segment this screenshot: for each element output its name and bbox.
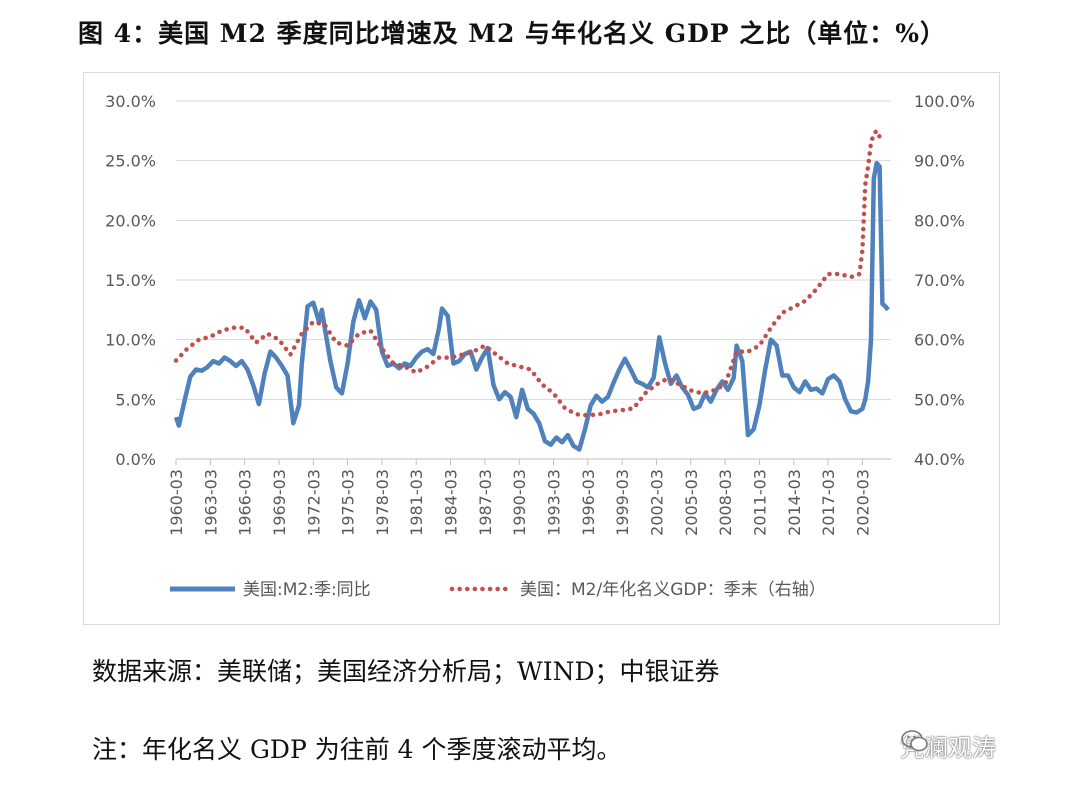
x-tick-label: 1987-03	[476, 469, 495, 536]
legend-label-m2-yoy: 美国:M2:季:同比	[243, 580, 371, 600]
watermark: 凭澜观涛	[900, 728, 996, 763]
page-title: 图 4：美国 M2 季度同比增速及 M2 与年化名义 GDP 之比（单位：%）	[78, 19, 947, 48]
y-right-tick-label: 60.0%	[914, 331, 965, 350]
y-right-tick-label: 100.0%	[914, 92, 975, 111]
series-line-m2-yoy	[173, 160, 890, 452]
x-tick-label: 2017-03	[819, 469, 838, 536]
y-right-tick-label: 90.0%	[914, 152, 965, 171]
x-tick-label: 1960-03	[167, 469, 186, 536]
x-tick-label: 1996-03	[579, 469, 598, 536]
x-tick-label: 1999-03	[613, 469, 632, 536]
right-axis-ticks: 40.0% 50.0% 60.0% 70.0% 80.0% 90.0% 100.0%	[914, 92, 975, 469]
chart-note: 注：年化名义 GDP 为往前 4 个季度滚动平均。	[92, 735, 622, 764]
x-tick-label: 2008-03	[716, 469, 735, 536]
chart-svg: 0.0% 5.0% 10.0% 15.0% 20.0% 25.0% 30.0% 40.0% 5…	[105, 92, 975, 600]
y-left-tick-label: 20.0%	[105, 211, 156, 230]
y-right-tick-label: 80.0%	[914, 211, 965, 230]
x-tick-label: 1990-03	[510, 469, 529, 536]
y-left-tick-label: 10.0%	[105, 331, 156, 350]
x-tick-label: 1984-03	[442, 469, 461, 536]
y-right-tick-label: 50.0%	[914, 390, 965, 409]
y-right-tick-label: 40.0%	[914, 450, 965, 469]
x-tick-label: 2005-03	[682, 469, 701, 536]
y-left-tick-label: 15.0%	[105, 271, 156, 290]
data-source: 数据来源：美联储；美国经济分析局；WIND；中银证券	[92, 657, 720, 686]
x-tick-label: 1993-03	[545, 469, 564, 536]
left-axis-ticks: 0.0% 5.0% 10.0% 15.0% 20.0% 25.0% 30.0%	[105, 92, 156, 469]
y-right-tick-label: 70.0%	[914, 271, 965, 290]
x-tick-label: 2020-03	[853, 469, 872, 536]
x-tick-label: 1963-03	[201, 469, 220, 536]
x-tick-label: 1969-03	[270, 469, 289, 536]
series-line-m2-gdp	[173, 126, 882, 418]
x-tick-label: 1978-03	[373, 469, 392, 536]
y-left-tick-label: 30.0%	[105, 92, 156, 111]
x-tick-label: 1972-03	[304, 469, 323, 536]
wechat-icon	[901, 730, 928, 752]
chart-grid	[176, 100, 891, 400]
x-tick-label: 1966-03	[236, 469, 255, 536]
y-left-tick-label: 25.0%	[105, 152, 156, 171]
y-left-tick-label: 0.0%	[115, 450, 156, 469]
x-tick-label: 1975-03	[339, 469, 358, 536]
x-axis: 1960-03 1963-03 1966-03 1969-03 1972-03 1975-…	[167, 458, 891, 536]
chart-series	[173, 126, 890, 452]
y-left-tick-label: 5.0%	[115, 390, 156, 409]
legend-label-m2-gdp: 美国：M2/年化名义GDP：季末（右轴）	[520, 580, 826, 600]
chart-frame	[83, 72, 1000, 625]
chart-legend: 美国:M2:季:同比 美国：M2/年化名义GDP：季末（右轴）	[170, 580, 826, 600]
x-tick-label: 1981-03	[407, 469, 426, 536]
x-tick-label: 2011-03	[750, 469, 769, 536]
x-tick-label: 2002-03	[647, 469, 666, 536]
x-tick-label: 2014-03	[785, 469, 804, 536]
